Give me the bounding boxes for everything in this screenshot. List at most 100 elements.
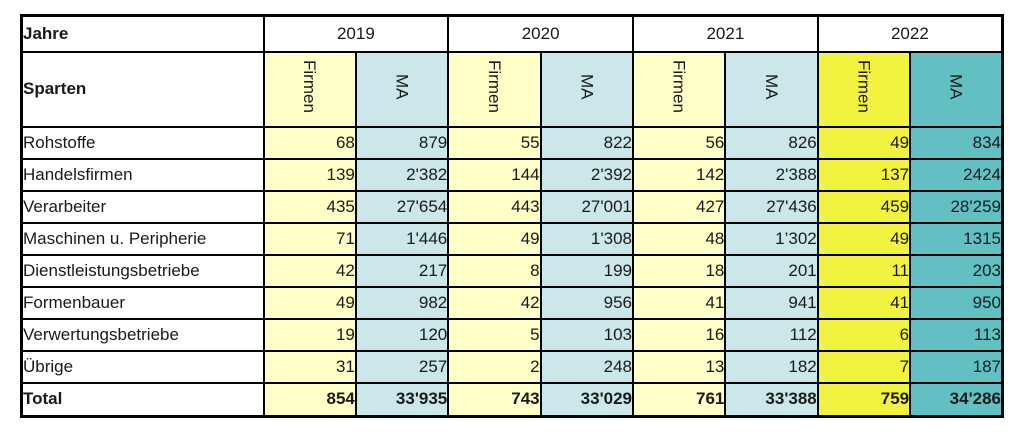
cell: 257 (354, 349, 450, 384)
measure-header-row: Sparten Firmen MA Firmen MA Firmen MA Fi… (20, 50, 1004, 128)
cell: 2 (447, 349, 542, 384)
year-header-2021: 2021 (632, 14, 819, 53)
cell: 826 (724, 125, 819, 160)
row-label: Dienstleistungsbetriebe (20, 253, 265, 288)
row-label: Verwertungsbetriebe (20, 317, 265, 352)
table-row: Verwertungsbetriebe 19 120 5 103 16 112 … (20, 317, 1004, 352)
vertical-label: MA (762, 73, 782, 100)
table-row: Verarbeiter 435 27'654 443 27'001 427 27… (20, 189, 1004, 224)
cell: 103 (539, 317, 635, 352)
total-cell: 743 (447, 381, 542, 418)
cell: 217 (354, 253, 450, 288)
cell: 2'388 (724, 157, 819, 192)
total-cell: 33'029 (539, 381, 635, 418)
cell: 19 (262, 317, 357, 352)
cell: 1'446 (354, 221, 450, 256)
row-label: Übrige (20, 349, 265, 384)
cell: 27'001 (539, 189, 635, 224)
vertical-label: MA (577, 73, 597, 100)
subheader-firmen-2021: Firmen (631, 50, 727, 128)
cell: 144 (447, 157, 542, 192)
cell: 1’302 (724, 221, 819, 256)
cell: 31 (262, 349, 357, 384)
cell: 199 (539, 253, 635, 288)
cell: 427 (631, 189, 727, 224)
subheader-firmen-2019: Firmen (262, 50, 357, 128)
table-row: Handelsfirmen 139 2'382 144 2'392 142 2'… (20, 157, 1004, 192)
cell: 203 (909, 253, 1004, 288)
cell: 137 (816, 157, 912, 192)
vertical-label: Firmen (854, 60, 874, 113)
cell: 459 (816, 189, 912, 224)
total-cell: 761 (631, 381, 727, 418)
corner-header-jahre: Jahre (20, 14, 265, 53)
cell: 956 (539, 285, 635, 320)
vertical-label: Firmen (300, 60, 320, 113)
cell: 49 (447, 221, 542, 256)
cell: 27'654 (354, 189, 450, 224)
cell: 7 (816, 349, 912, 384)
cell: 49 (816, 221, 912, 256)
cell: 248 (539, 349, 635, 384)
total-cell: 33'388 (724, 381, 819, 418)
cell: 2424 (909, 157, 1004, 192)
cell: 1315 (909, 221, 1004, 256)
cell: 443 (447, 189, 542, 224)
subheader-firmen-2020: Firmen (447, 50, 542, 128)
cell: 834 (909, 125, 1004, 160)
cell: 139 (262, 157, 357, 192)
cell: 28'259 (909, 189, 1004, 224)
cell: 435 (262, 189, 357, 224)
cell: 27'436 (724, 189, 819, 224)
total-row: Total 854 33'935 743 33'029 761 33'388 7… (20, 381, 1004, 418)
row-label: Maschinen u. Peripherie (20, 221, 265, 256)
subheader-ma-2021: MA (724, 50, 819, 128)
cell: 6 (816, 317, 912, 352)
subheader-ma-2019: MA (354, 50, 450, 128)
year-header-2019: 2019 (262, 14, 450, 53)
subheader-ma-2022: MA (909, 50, 1004, 128)
cell: 56 (631, 125, 727, 160)
cell: 822 (539, 125, 635, 160)
vertical-label: Firmen (669, 60, 689, 113)
cell: 41 (631, 285, 727, 320)
cell: 941 (724, 285, 819, 320)
cell: 201 (724, 253, 819, 288)
subheader-firmen-2022: Firmen (816, 50, 912, 128)
cell: 41 (816, 285, 912, 320)
cell: 18 (631, 253, 727, 288)
cell: 182 (724, 349, 819, 384)
cell: 142 (631, 157, 727, 192)
subheader-ma-2020: MA (539, 50, 635, 128)
table-row: Dienstleistungsbetriebe 42 217 8 199 18 … (20, 253, 1004, 288)
cell: 49 (262, 285, 357, 320)
cell: 55 (447, 125, 542, 160)
cell: 5 (447, 317, 542, 352)
cell: 2'382 (354, 157, 450, 192)
cell: 42 (447, 285, 542, 320)
cell: 48 (631, 221, 727, 256)
cell: 42 (262, 253, 357, 288)
row-label: Rohstoffe (20, 125, 265, 160)
table-row: Maschinen u. Peripherie 71 1'446 49 1'30… (20, 221, 1004, 256)
cell: 16 (631, 317, 727, 352)
row-label: Handelsfirmen (20, 157, 265, 192)
row-label: Formenbauer (20, 285, 265, 320)
cell: 1'308 (539, 221, 635, 256)
cell: 49 (816, 125, 912, 160)
table-row: Formenbauer 49 982 42 956 41 941 41 950 (20, 285, 1004, 320)
cell: 71 (262, 221, 357, 256)
total-cell: 759 (816, 381, 912, 418)
year-header-2022: 2022 (816, 14, 1004, 53)
vertical-label: MA (392, 73, 412, 100)
table-row: Rohstoffe 68 879 55 822 56 826 49 834 (20, 125, 1004, 160)
cell: 187 (909, 349, 1004, 384)
year-header-row: Jahre 2019 2020 2021 2022 (20, 14, 1004, 53)
cell: 113 (909, 317, 1004, 352)
total-cell: 33'935 (354, 381, 450, 418)
cell: 13 (631, 349, 727, 384)
total-cell: 854 (262, 381, 357, 418)
cell: 2'392 (539, 157, 635, 192)
cell: 112 (724, 317, 819, 352)
